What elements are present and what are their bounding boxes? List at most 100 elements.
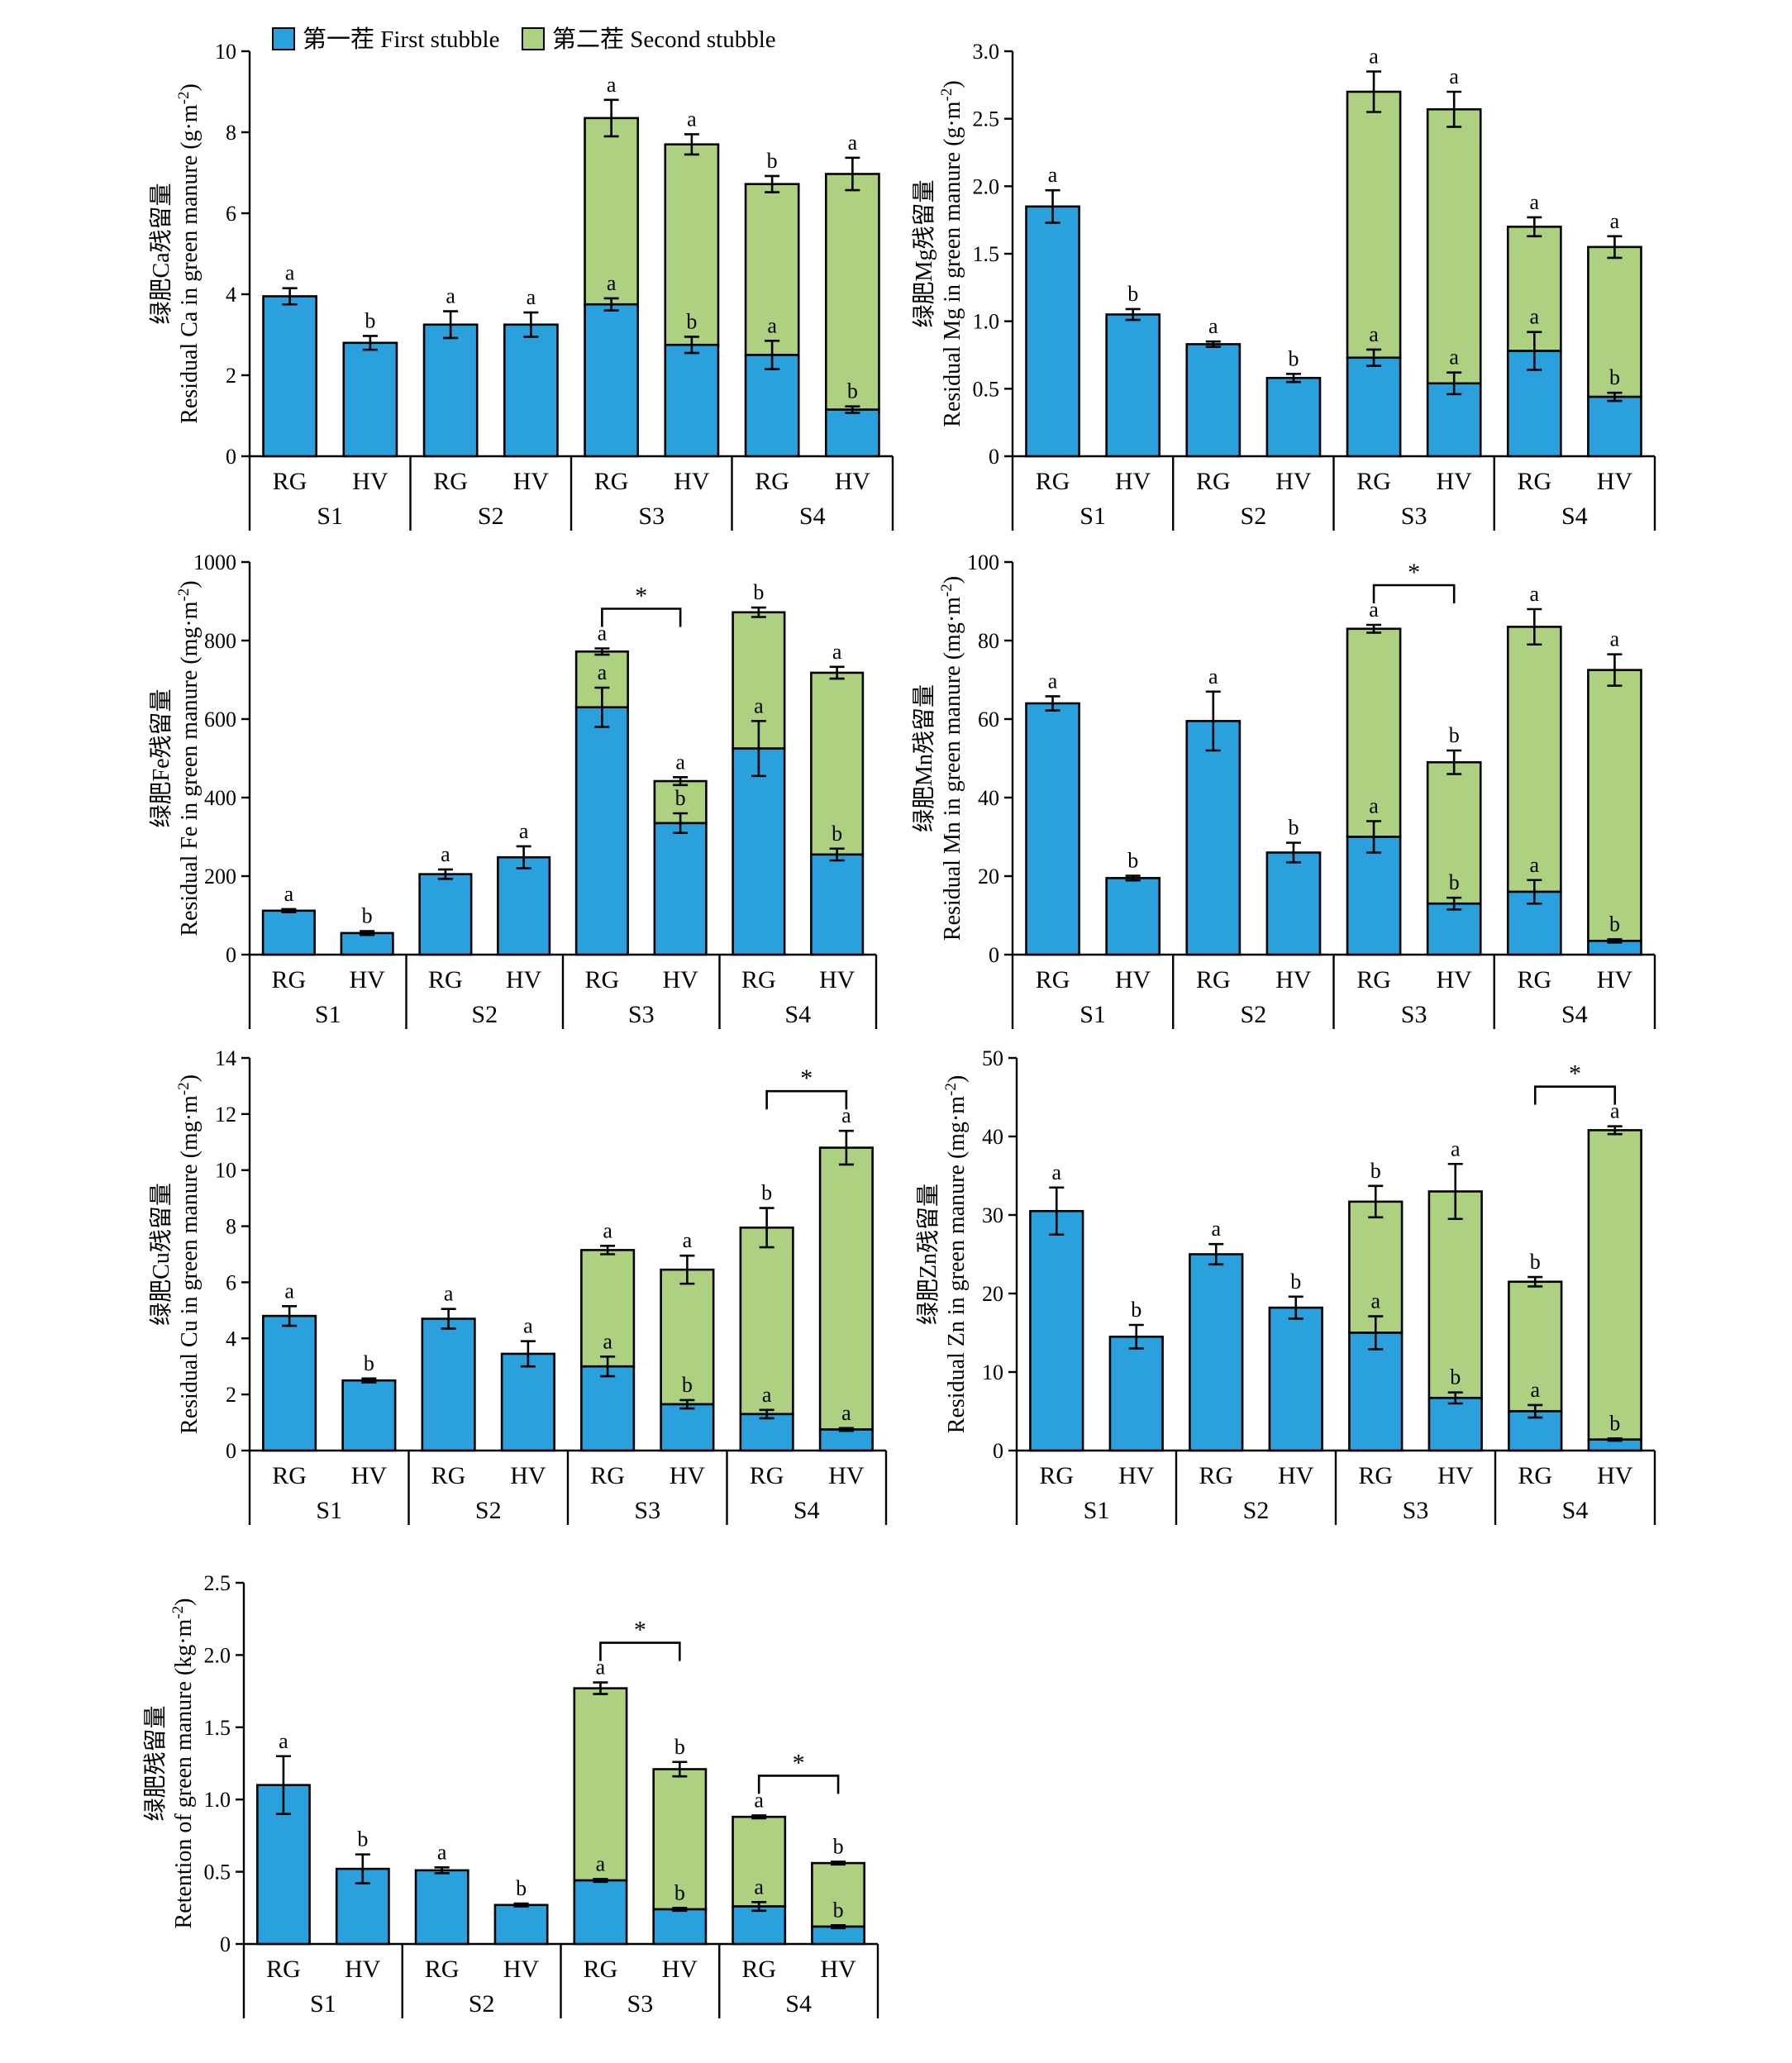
- significance-letter-first: a: [1530, 853, 1540, 877]
- bar-second-stubble: [1426, 760, 1482, 905]
- bar-first-stubble: [262, 1314, 317, 1452]
- significance-bracket: [765, 1089, 848, 1110]
- y-tick-label: 2.0: [204, 1643, 231, 1667]
- x-tick-label: RG: [1517, 966, 1551, 993]
- y-tick-label: 2.5: [973, 107, 1000, 131]
- x-tick-label: RG: [1036, 468, 1070, 495]
- significance-letter-first: a: [527, 285, 536, 309]
- significance-letter-first: a: [444, 1282, 454, 1306]
- x-tick-label: RG: [741, 966, 776, 993]
- significance-letter-first: b: [833, 1898, 844, 1922]
- significance-letter-first: a: [762, 1383, 772, 1407]
- significance-letter-first: a: [519, 819, 529, 843]
- y-tick-label: 2.0: [973, 174, 1000, 198]
- group-label: S1: [315, 1001, 341, 1028]
- y-tick-label: 0: [226, 1439, 236, 1463]
- y-tick-label: 0: [226, 445, 236, 469]
- y-tick-label: 6: [226, 1270, 236, 1294]
- y-axis-label-en: Residual Mn in green manure (mg·m-2): [938, 576, 965, 941]
- y-tick-label: 60: [978, 708, 999, 731]
- legend: 第一茬 First stubble 第二茬 Second stubble: [272, 26, 776, 53]
- x-tick-label: HV: [352, 468, 388, 495]
- significance-letter-first: b: [1131, 1298, 1141, 1322]
- significance-letter-first: a: [767, 313, 777, 337]
- x-tick-label: RG: [594, 468, 629, 495]
- x-tick-label: HV: [1597, 1462, 1633, 1489]
- significance-letter-first: a: [1530, 1378, 1540, 1402]
- x-tick-label: HV: [662, 966, 698, 993]
- group-label: S3: [1401, 503, 1427, 530]
- bar-second-stubble: [818, 1146, 874, 1431]
- significance-letter-first: a: [1369, 794, 1379, 818]
- x-tick-label: HV: [662, 1956, 698, 1983]
- x-tick-label: HV: [1275, 468, 1312, 495]
- bar-first-stubble: [418, 873, 473, 956]
- x-tick-label: HV: [1118, 1462, 1155, 1489]
- bar-first-stubble: [500, 1352, 555, 1452]
- significance-letter-total: a: [675, 750, 685, 774]
- x-tick-label: RG: [433, 468, 468, 495]
- chart-panel-zn: 0 10 20 30 40 50 RG HV RG HV RG HV RG HV S1 S2 S3 S4 a b a b a…: [915, 1046, 1656, 1525]
- significance-letter-first: b: [516, 1876, 527, 1900]
- bar-first-stubble: [664, 343, 720, 458]
- x-tick-label: HV: [510, 1462, 546, 1489]
- group-label: S2: [469, 1990, 495, 2018]
- bar-second-stubble: [732, 611, 786, 750]
- y-tick-label: 10: [215, 40, 236, 64]
- significance-letter-first: a: [279, 1729, 288, 1753]
- y-axis-label-cn: 绿肥Mn残留量: [911, 684, 937, 832]
- group-label: S3: [638, 503, 665, 530]
- x-tick-label: HV: [835, 468, 871, 495]
- x-tick-label: HV: [1278, 1462, 1314, 1489]
- chart-panel-cu: 0 2 4 6 8 10 12 14 RG HV RG HV RG HV RG HV S1 S2 S3 S4 a b a a a…: [148, 1046, 888, 1525]
- group-label: S2: [478, 503, 504, 530]
- y-axis-label-en-sup: -2: [175, 588, 193, 602]
- bar-first-stubble: [584, 303, 640, 458]
- bar-first-stubble: [1025, 205, 1080, 458]
- x-tick-label: HV: [345, 1956, 381, 1983]
- y-tick-label: 100: [967, 550, 999, 574]
- significance-letter-total: a: [1610, 1099, 1620, 1123]
- y-axis-label-en-close: ): [177, 1074, 203, 1082]
- significance-letter-first: a: [1449, 345, 1459, 369]
- significance-letter-first: b: [1127, 849, 1138, 873]
- significance-letter-first: a: [446, 284, 455, 308]
- bar-first-stubble: [1105, 313, 1161, 458]
- significance-bracket: [599, 1641, 681, 1661]
- legend-first-label: 第一茬 First stubble: [303, 26, 499, 53]
- bar-second-stubble: [739, 1226, 794, 1416]
- x-tick-label: RG: [1518, 1462, 1552, 1489]
- y-axis-label-en-main: Residual Mn in green manure (mg·m: [940, 597, 965, 941]
- x-tick-label: RG: [1356, 468, 1391, 495]
- y-axis-label-en-main: Residual Mg in green manure (g·m: [940, 101, 965, 426]
- bar-second-stubble: [1346, 90, 1402, 360]
- x-tick-label: HV: [513, 468, 550, 495]
- bar-first-stubble: [652, 1908, 708, 1946]
- bar-first-stubble: [1185, 343, 1242, 458]
- y-tick-label: 0: [993, 1439, 1003, 1463]
- x-tick-label: HV: [1437, 468, 1473, 495]
- significance-letter-total: a: [1369, 598, 1379, 622]
- significance-letter-total: a: [848, 131, 858, 155]
- x-tick-label: RG: [585, 966, 620, 993]
- group-label: S3: [1403, 1497, 1429, 1524]
- significance-letter-first: b: [1449, 870, 1460, 894]
- significance-letter-first: a: [1048, 669, 1058, 693]
- bar-second-stubble: [580, 1249, 636, 1368]
- significance-letter-first: a: [1369, 322, 1379, 346]
- y-tick-label: 0.5: [204, 1861, 231, 1884]
- x-tick-label: RG: [272, 966, 307, 993]
- x-tick-label: RG: [272, 1462, 307, 1489]
- bar-first-stubble: [732, 747, 786, 956]
- bar-first-stubble: [1426, 902, 1482, 956]
- significance-letter-total: b: [761, 1181, 772, 1205]
- significance-letter-first: a: [596, 1851, 606, 1875]
- y-axis-label-en-close: ): [944, 1075, 970, 1083]
- significance-letter-first: a: [523, 1314, 533, 1338]
- significance-letter-first: a: [754, 1875, 764, 1899]
- significance-letter-first: a: [603, 1329, 612, 1353]
- significance-letter-total: a: [1451, 1136, 1461, 1160]
- significance-star: *: [793, 1749, 805, 1776]
- y-axis-label-en-sup: -2: [938, 584, 956, 597]
